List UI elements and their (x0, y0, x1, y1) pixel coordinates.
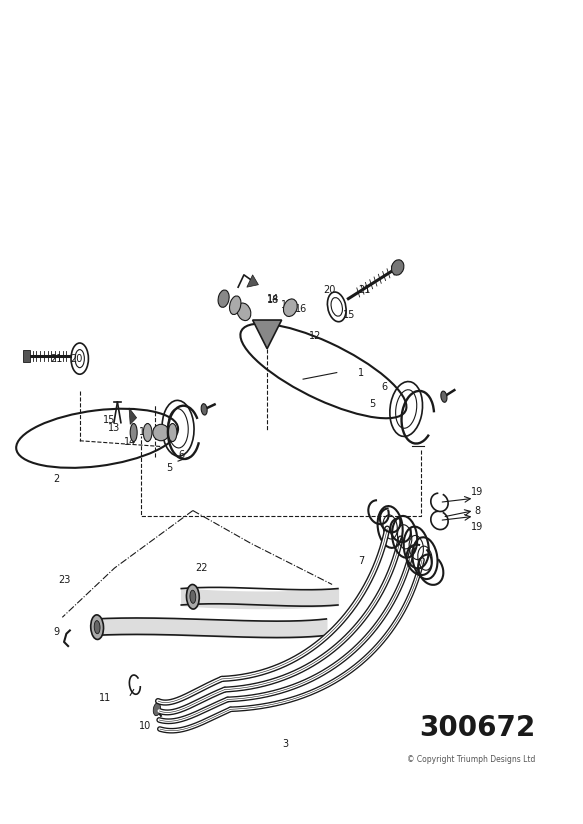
Ellipse shape (153, 424, 169, 441)
Text: 22: 22 (195, 563, 208, 573)
Ellipse shape (237, 303, 251, 321)
Text: 23: 23 (58, 575, 70, 585)
Text: 17: 17 (281, 300, 294, 311)
Ellipse shape (391, 260, 404, 275)
Text: 9: 9 (54, 627, 59, 637)
Text: © Copyright Triumph Designs Ltd: © Copyright Triumph Designs Ltd (407, 756, 535, 765)
Text: 21: 21 (50, 353, 63, 363)
Text: 5: 5 (370, 399, 376, 409)
Text: 6: 6 (178, 450, 184, 460)
Polygon shape (129, 408, 136, 424)
Text: 8: 8 (474, 506, 480, 516)
Ellipse shape (130, 424, 137, 442)
Text: 300672: 300672 (419, 714, 535, 742)
Text: 17: 17 (152, 428, 164, 438)
Bar (23, 350, 30, 362)
Ellipse shape (143, 424, 152, 442)
Ellipse shape (190, 590, 196, 603)
Text: 21: 21 (358, 285, 370, 296)
Text: 15: 15 (103, 415, 115, 425)
Ellipse shape (201, 404, 207, 415)
Text: 1: 1 (358, 368, 364, 377)
Text: 11: 11 (99, 693, 111, 703)
Text: 5: 5 (167, 463, 173, 473)
Ellipse shape (94, 620, 100, 634)
Ellipse shape (283, 299, 297, 316)
Text: 16: 16 (139, 427, 152, 437)
Text: 20: 20 (323, 285, 335, 296)
Text: 3: 3 (283, 739, 289, 749)
Text: 19: 19 (471, 522, 483, 532)
Ellipse shape (91, 615, 104, 639)
Polygon shape (247, 275, 258, 288)
Polygon shape (252, 320, 282, 349)
Ellipse shape (187, 584, 199, 609)
Text: 18: 18 (267, 295, 279, 306)
Text: 14: 14 (267, 293, 279, 304)
Text: 13: 13 (108, 424, 121, 433)
Text: 10: 10 (139, 721, 152, 731)
Ellipse shape (218, 290, 229, 307)
Text: 15: 15 (343, 310, 356, 320)
Text: 6: 6 (381, 382, 387, 392)
Text: 20: 20 (71, 353, 83, 363)
Text: 14: 14 (124, 437, 136, 447)
Text: 19: 19 (471, 488, 483, 498)
Text: 18: 18 (166, 430, 178, 440)
Ellipse shape (230, 296, 241, 315)
Ellipse shape (441, 391, 447, 402)
Ellipse shape (168, 424, 177, 442)
Text: 12: 12 (308, 331, 321, 341)
Ellipse shape (153, 703, 160, 716)
Text: 2: 2 (54, 475, 59, 485)
Text: 16: 16 (294, 304, 307, 314)
Text: 7: 7 (358, 556, 364, 566)
